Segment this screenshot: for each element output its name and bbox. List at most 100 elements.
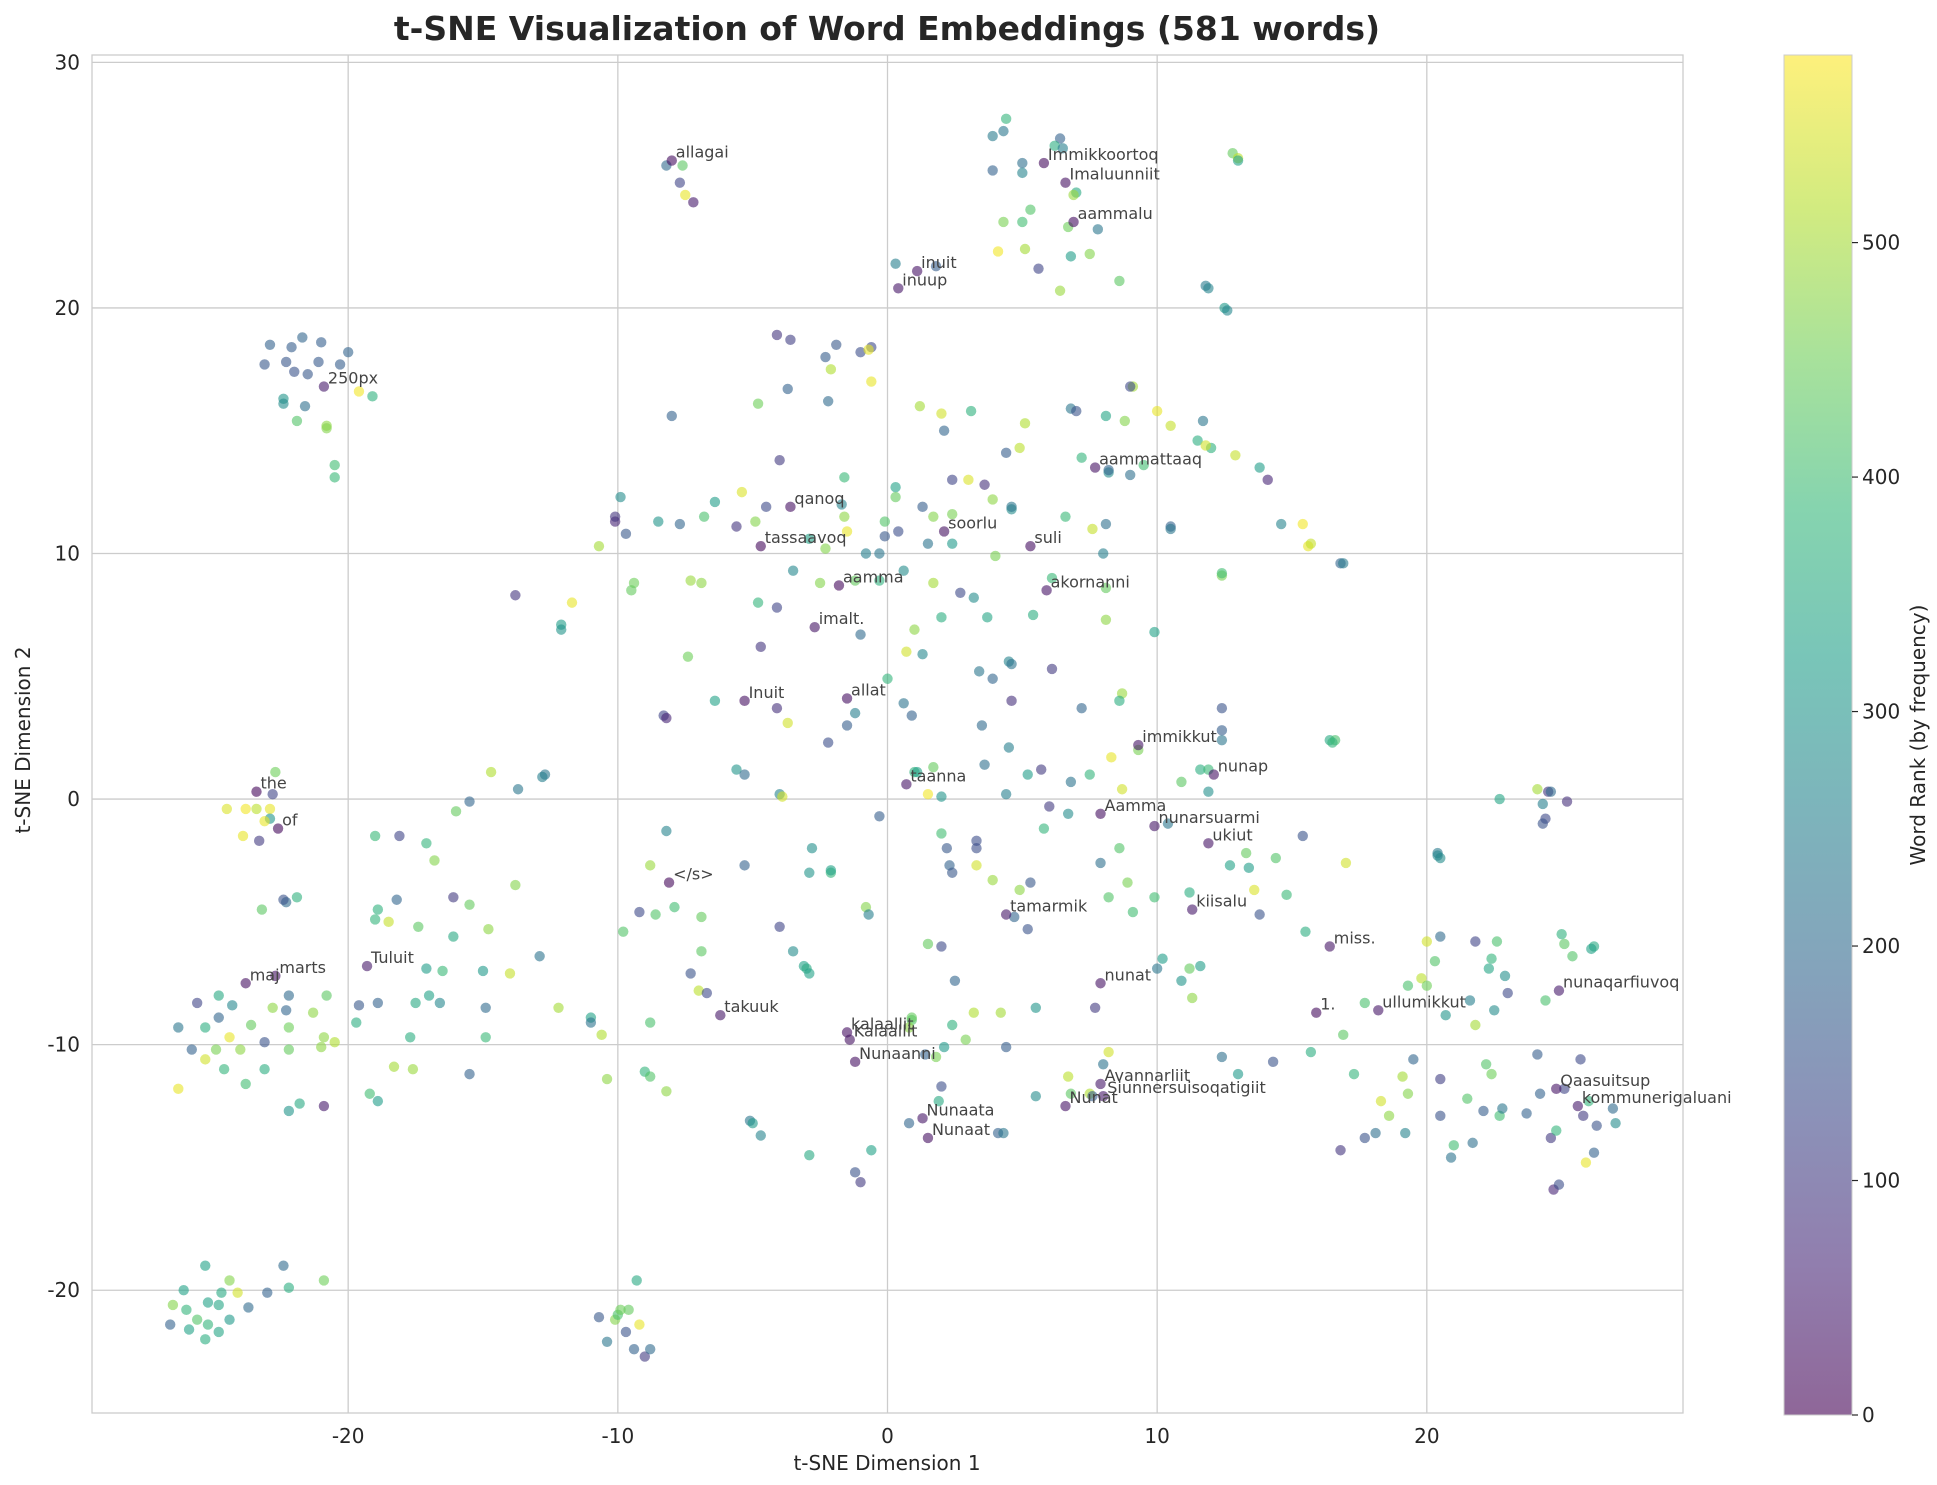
data-point xyxy=(806,842,818,854)
data-point xyxy=(998,125,1009,137)
data-point xyxy=(623,1304,634,1316)
data-point-labeled xyxy=(240,978,251,989)
data-point xyxy=(698,511,710,522)
data-point xyxy=(267,1002,278,1014)
data-point xyxy=(1249,884,1260,896)
data-point xyxy=(947,538,958,549)
word-label: ukiut xyxy=(1212,825,1252,844)
data-point xyxy=(747,1118,758,1129)
data-point xyxy=(464,796,475,807)
data-point xyxy=(849,707,861,719)
data-point xyxy=(822,396,834,407)
data-point xyxy=(262,1287,273,1298)
data-point xyxy=(1583,1095,1594,1107)
data-point xyxy=(1240,847,1252,859)
data-point xyxy=(388,1061,400,1072)
word-label: inuup xyxy=(902,270,947,289)
data-point xyxy=(191,1314,203,1325)
data-point xyxy=(173,1083,184,1095)
data-point xyxy=(774,454,785,466)
data-point xyxy=(307,1007,319,1018)
colorbar-tick-label: 300 xyxy=(1862,700,1900,724)
word-label: maj xyxy=(250,965,280,984)
word-label: 1. xyxy=(1320,995,1335,1014)
data-point xyxy=(855,1176,866,1188)
data-point xyxy=(936,791,947,802)
word-label: Nunat xyxy=(1069,1088,1117,1107)
word-label: ullumikkut xyxy=(1382,992,1466,1011)
data-point xyxy=(1470,1019,1481,1031)
data-point xyxy=(421,963,432,974)
data-point xyxy=(351,1017,362,1028)
data-point xyxy=(299,400,311,412)
data-point xyxy=(210,1044,222,1055)
data-point-labeled xyxy=(1373,1005,1384,1016)
y-axis-label: t-SNE Dimension 2 xyxy=(11,646,35,833)
data-point xyxy=(512,784,524,795)
data-point xyxy=(253,835,265,847)
data-point xyxy=(855,629,866,640)
data-point xyxy=(755,641,766,653)
data-point xyxy=(644,860,656,871)
data-point-labeled xyxy=(917,1113,928,1124)
data-point xyxy=(1397,1071,1408,1082)
data-point xyxy=(685,575,696,586)
data-point xyxy=(183,1324,195,1335)
data-point xyxy=(909,624,920,635)
data-point xyxy=(200,1022,211,1033)
data-point xyxy=(407,1064,419,1075)
data-point xyxy=(1276,518,1287,530)
data-point xyxy=(264,339,276,350)
data-point xyxy=(318,1275,330,1286)
data-point xyxy=(280,356,292,368)
data-point xyxy=(903,1118,915,1129)
data-point xyxy=(874,575,885,586)
data-point xyxy=(639,1351,651,1362)
data-point xyxy=(1184,887,1195,898)
data-point xyxy=(227,1000,238,1011)
data-point xyxy=(1375,1095,1387,1107)
data-point xyxy=(1138,459,1149,471)
data-point-labeled xyxy=(1095,978,1106,989)
data-point xyxy=(1432,850,1443,861)
data-point xyxy=(947,474,958,486)
data-point xyxy=(1586,943,1597,955)
y-tick-label: 10 xyxy=(55,542,80,566)
word-label: Aamma xyxy=(1105,796,1167,815)
data-point xyxy=(464,899,475,910)
data-point xyxy=(1114,275,1125,287)
data-point-labeled xyxy=(901,779,912,790)
data-point xyxy=(928,761,939,773)
data-point xyxy=(804,968,815,979)
data-point xyxy=(245,1019,257,1031)
data-point xyxy=(666,410,677,422)
data-point xyxy=(825,364,837,375)
word-label: kalaallit xyxy=(851,1014,913,1033)
data-point xyxy=(1232,1068,1244,1080)
data-point xyxy=(1087,1091,1098,1102)
data-point xyxy=(987,130,998,142)
data-point xyxy=(237,830,249,842)
data-point xyxy=(750,516,761,527)
data-point xyxy=(278,398,289,409)
data-point xyxy=(941,842,953,854)
data-point xyxy=(644,1071,656,1082)
data-point xyxy=(841,720,853,731)
data-point xyxy=(329,1036,340,1048)
data-point xyxy=(259,359,270,370)
data-point xyxy=(186,1044,197,1055)
data-point-labeled xyxy=(1060,1100,1071,1112)
data-point xyxy=(752,398,764,409)
word-label: kiisalu xyxy=(1196,892,1247,911)
data-point xyxy=(911,766,923,778)
data-point xyxy=(987,673,998,684)
word-label: Avannarliit xyxy=(1105,1066,1191,1085)
word-label: immikkut xyxy=(1142,727,1217,746)
data-point xyxy=(1119,415,1131,427)
data-point xyxy=(831,339,842,350)
data-point xyxy=(283,1044,295,1055)
x-tick-label: 10 xyxy=(1144,1424,1169,1448)
data-point xyxy=(709,695,721,707)
data-point xyxy=(947,867,958,878)
data-point xyxy=(1232,155,1244,166)
